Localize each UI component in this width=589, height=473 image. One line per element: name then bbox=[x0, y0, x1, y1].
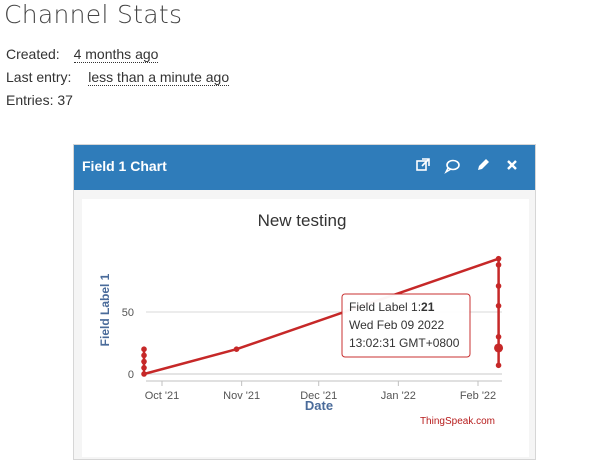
pencil-icon[interactable] bbox=[474, 156, 492, 174]
tooltip-date: Wed Feb 09 2022 bbox=[349, 318, 445, 332]
field-chart-panel: Field 1 Chart New test bbox=[73, 144, 536, 460]
data-point bbox=[141, 346, 147, 352]
data-point bbox=[141, 371, 147, 377]
created-row: Created: 4 months ago bbox=[6, 43, 229, 66]
created-label: Created: bbox=[6, 46, 60, 62]
chart-title: New testing bbox=[258, 211, 347, 230]
data-point bbox=[141, 352, 147, 359]
panel-header: Field 1 Chart bbox=[74, 145, 535, 190]
line-chart: New testing Field Label 1 Date ThingSpea… bbox=[98, 211, 504, 427]
data-point bbox=[495, 255, 502, 262]
data-point bbox=[495, 303, 502, 309]
x-tick-label: Oct '21 bbox=[145, 390, 180, 402]
chart-tooltip: Field Label 1:21 Wed Feb 09 2022 13:02:31 … bbox=[341, 293, 471, 358]
data-point bbox=[495, 283, 502, 289]
x-tick-label: Feb '22 bbox=[460, 390, 496, 402]
tooltip-time: 13:02:31 GMT+0800 bbox=[349, 336, 460, 350]
y-tick-label: 0 bbox=[128, 369, 134, 381]
page-title: Channel Stats bbox=[4, 0, 183, 29]
entries-value: 37 bbox=[57, 92, 73, 108]
x-tick-label: Dec '21 bbox=[300, 390, 337, 402]
entries-row: Entries: 37 bbox=[6, 89, 229, 112]
data-point bbox=[495, 262, 502, 268]
x-axis-label: Date bbox=[305, 398, 333, 413]
created-value: 4 months ago bbox=[73, 46, 159, 63]
y-axis-label: Field Label 1 bbox=[98, 273, 112, 346]
last-entry-value: less than a minute ago bbox=[88, 69, 230, 86]
tooltip-label: Field Label 1:21 bbox=[349, 300, 435, 314]
data-point bbox=[141, 365, 147, 371]
tooltip-box bbox=[341, 293, 471, 358]
entries-label: Entries: bbox=[6, 92, 54, 108]
channel-stats: Created: 4 months ago Last entry: less t… bbox=[6, 43, 230, 112]
x-tick-label: Jan '22 bbox=[381, 390, 416, 402]
y-tick-label: 50 bbox=[122, 307, 134, 319]
data-point bbox=[141, 358, 147, 365]
comment-icon[interactable] bbox=[443, 156, 461, 174]
last-entry-row: Last entry: less than a minute ago bbox=[6, 66, 230, 89]
close-icon[interactable] bbox=[503, 156, 521, 174]
chart-area: New testing Field Label 1 Date ThingSpea… bbox=[82, 199, 529, 457]
data-point bbox=[494, 343, 504, 353]
data-point bbox=[495, 362, 502, 369]
data-point bbox=[233, 346, 240, 352]
last-entry-label: Last entry: bbox=[6, 69, 72, 85]
x-tick-label: Nov '21 bbox=[223, 390, 260, 402]
chart-credit[interactable]: ThingSpeak.com bbox=[420, 416, 495, 427]
external-link-icon[interactable] bbox=[414, 156, 432, 174]
panel-title: Field 1 Chart bbox=[82, 158, 167, 174]
data-point bbox=[495, 334, 502, 340]
tooltip-value: 21 bbox=[421, 300, 435, 314]
